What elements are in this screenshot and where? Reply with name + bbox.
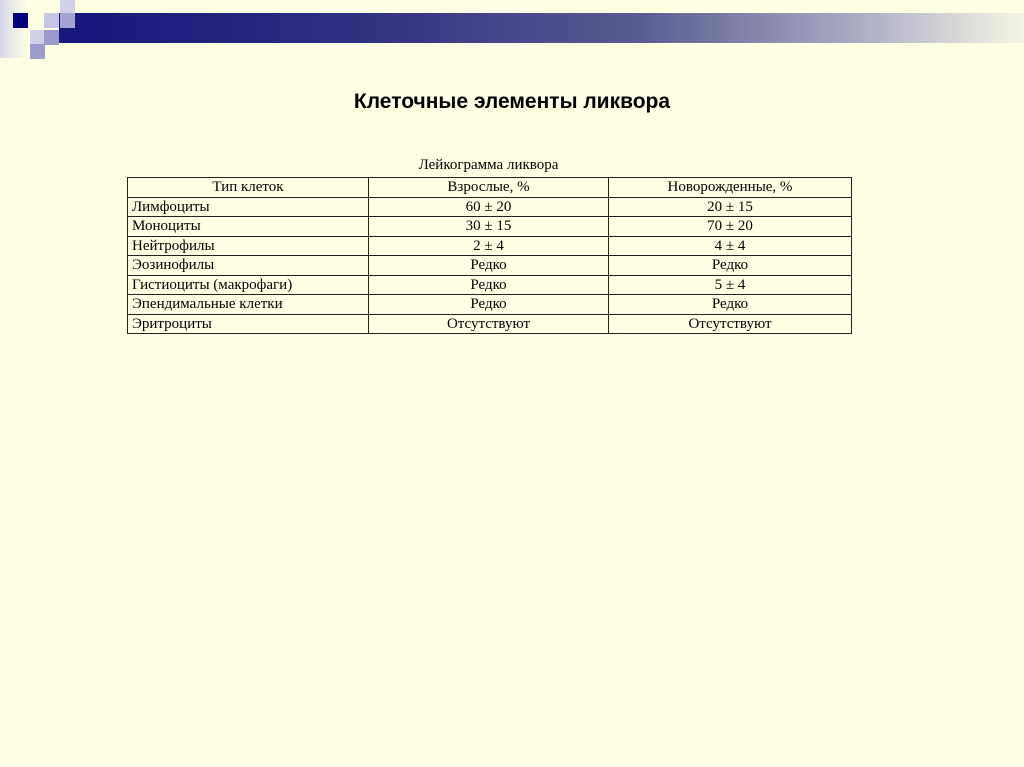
decor-square (44, 13, 59, 28)
cell: Редко (368, 274, 609, 295)
cell: 5 ± 4 (608, 274, 852, 295)
decor-square (44, 30, 59, 45)
cell: 20 ± 15 (608, 196, 852, 217)
cell: 4 ± 4 (608, 235, 852, 256)
table-row: Гистиоциты (макрофаги) Редко 5 ± 4 (127, 274, 852, 295)
cell: 2 ± 4 (368, 235, 609, 256)
cell: Лимфоциты (127, 196, 369, 217)
cell: Эозинофилы (127, 255, 369, 276)
table-row: Эпендимальные клетки Редко Редко (127, 294, 852, 315)
cell: Редко (368, 294, 609, 315)
cell: 70 ± 20 (608, 216, 852, 237)
decor-square (60, 0, 75, 15)
column-header: Тип клеток (127, 177, 369, 198)
decor-square (30, 44, 45, 59)
header-bar (59, 13, 1024, 43)
table-header-row: Тип клеток Взрослые, % Новорожденные, % (127, 177, 852, 198)
table-row: Лимфоциты 60 ± 20 20 ± 15 (127, 196, 852, 217)
column-header: Взрослые, % (368, 177, 609, 198)
cell: Гистиоциты (макрофаги) (127, 274, 369, 295)
cell: Редко (368, 255, 609, 276)
table-caption: Лейкограмма ликвора (418, 157, 559, 173)
cell: 60 ± 20 (368, 196, 609, 217)
cell: Эритроциты (127, 313, 369, 334)
cell: Отсутствуют (368, 313, 609, 334)
decor-square (0, 0, 28, 58)
decor-square (30, 30, 45, 45)
cell: Редко (608, 294, 852, 315)
cell: Редко (608, 255, 852, 276)
table-row: Моноциты 30 ± 15 70 ± 20 (127, 216, 852, 237)
cell: Нейтрофилы (127, 235, 369, 256)
table-row: Эозинофилы Редко Редко (127, 255, 852, 276)
cell: Отсутствуют (608, 313, 852, 334)
table-row: Эритроциты Отсутствуют Отсутствуют (127, 313, 852, 334)
slide-title: Клеточные элементы ликвора (353, 90, 671, 113)
decor-square (60, 13, 75, 28)
column-header: Новорожденные, % (608, 177, 852, 198)
cell: Моноциты (127, 216, 369, 237)
decor-square (13, 13, 28, 28)
leukogram-table: Тип клеток Взрослые, % Новорожденные, % … (127, 177, 852, 334)
cell: Эпендимальные клетки (127, 294, 369, 315)
cell: 30 ± 15 (368, 216, 609, 237)
